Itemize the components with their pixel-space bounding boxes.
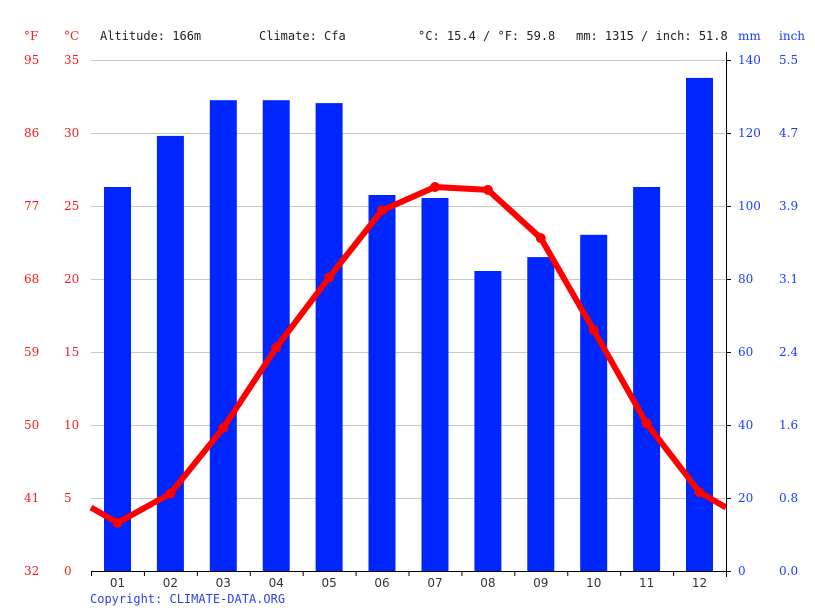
temperature-point (694, 487, 705, 498)
fahrenheit-tick: 50 (24, 418, 39, 432)
fahrenheit-tick: 68 (24, 272, 39, 286)
temperature-point (482, 184, 493, 195)
precipitation-bar (368, 195, 396, 571)
celsius-tick: 15 (64, 345, 79, 359)
temperature-polyline (89, 184, 728, 526)
average-temperature-label: °C: 15.4 / °F: 59.8 (418, 29, 555, 43)
fahrenheit-tick: 59 (24, 345, 39, 359)
precipitation-bar (104, 187, 131, 571)
fahrenheit-tick: 77 (24, 199, 39, 213)
fahrenheit-unit-label: °F (24, 29, 38, 43)
temperature-point (112, 517, 123, 528)
climate-label: Climate: Cfa (259, 29, 346, 43)
temperature-point (377, 205, 387, 216)
chart-header: °F °C Altitude: 166m Climate: Cfa °C: 15… (24, 29, 805, 43)
precipitation-bar (209, 100, 237, 571)
temperature-point (641, 418, 652, 429)
month-label: 12 (692, 576, 707, 590)
month-label: 03 (216, 576, 231, 590)
month-label: 02 (163, 576, 178, 590)
mm-tick-labels: 140 120 100 80 60 40 20 0 (738, 53, 761, 578)
month-label: 04 (269, 576, 284, 590)
precipitation-bar (474, 271, 502, 571)
inch-tick: 1.6 (779, 418, 798, 432)
month-label: 08 (480, 576, 495, 590)
mm-tick: 120 (738, 126, 761, 140)
fahrenheit-tick: 41 (24, 491, 39, 505)
gridlines (91, 60, 726, 499)
inch-tick: 5.5 (779, 53, 798, 67)
temperature-point (165, 488, 176, 499)
celsius-tick: 25 (64, 199, 79, 213)
inch-tick-labels: 5.5 4.7 3.9 3.1 2.4 1.6 0.8 0.0 (779, 53, 798, 578)
precipitation-bar (421, 198, 449, 571)
celsius-tick: 0 (64, 564, 72, 578)
precipitation-bar (633, 187, 661, 571)
mm-tick: 60 (738, 345, 753, 359)
fahrenheit-tick: 95 (24, 53, 39, 67)
month-label: 09 (533, 576, 548, 590)
temperature-point (430, 182, 440, 192)
inch-tick: 3.1 (779, 272, 798, 286)
celsius-tick: 35 (64, 53, 79, 67)
month-label: 11 (639, 576, 654, 590)
fahrenheit-tick-labels: 95 86 77 68 59 50 41 32 (24, 53, 39, 578)
fahrenheit-tick: 86 (24, 126, 39, 140)
altitude-label: Altitude: 166m (100, 29, 201, 43)
precipitation-bars (104, 77, 713, 572)
precipitation-bar (580, 234, 608, 572)
temperature-point (324, 272, 335, 283)
total-precipitation-label: mm: 1315 / inch: 51.8 (576, 29, 728, 43)
celsius-tick: 10 (64, 418, 79, 432)
temperature-point (588, 325, 599, 336)
month-label: 06 (374, 576, 389, 590)
mm-tick: 40 (738, 418, 753, 432)
celsius-tick: 20 (64, 272, 79, 286)
month-label: 01 (110, 576, 125, 590)
temperature-line (89, 182, 728, 528)
celsius-tick: 5 (64, 491, 72, 505)
temperature-point (535, 233, 546, 244)
celsius-tick: 30 (64, 126, 79, 140)
inch-tick: 2.4 (779, 345, 798, 359)
mm-unit-label: mm (738, 29, 761, 43)
mm-tick: 20 (738, 491, 753, 505)
inch-unit-label: inch (779, 29, 805, 43)
celsius-unit-label: °C (64, 29, 79, 43)
month-label: 07 (427, 576, 442, 590)
month-labels: 01 02 03 04 05 06 07 08 09 10 11 12 (110, 576, 707, 590)
mm-tick: 80 (738, 272, 753, 286)
celsius-tick-labels: 35 30 25 20 15 10 5 0 (64, 53, 79, 578)
precipitation-bar (527, 257, 555, 571)
precipitation-bar (315, 103, 343, 571)
copyright-link[interactable]: Copyright: CLIMATE-DATA.ORG (90, 592, 285, 606)
month-label: 10 (586, 576, 601, 590)
fahrenheit-tick: 32 (24, 564, 39, 578)
x-axis-ticks (91, 571, 727, 576)
inch-tick: 0.0 (779, 564, 798, 578)
axes (91, 52, 731, 577)
inch-tick: 3.9 (779, 199, 798, 213)
precipitation-bar (156, 135, 184, 571)
right-axis-ticks (726, 60, 731, 572)
temperature-point (218, 422, 229, 433)
mm-tick: 140 (738, 53, 761, 67)
month-label: 05 (321, 576, 336, 590)
inch-tick: 4.7 (779, 126, 798, 140)
temperature-point (271, 342, 282, 353)
inch-tick: 0.8 (779, 491, 798, 505)
mm-tick: 100 (738, 199, 761, 213)
mm-tick: 0 (738, 564, 746, 578)
